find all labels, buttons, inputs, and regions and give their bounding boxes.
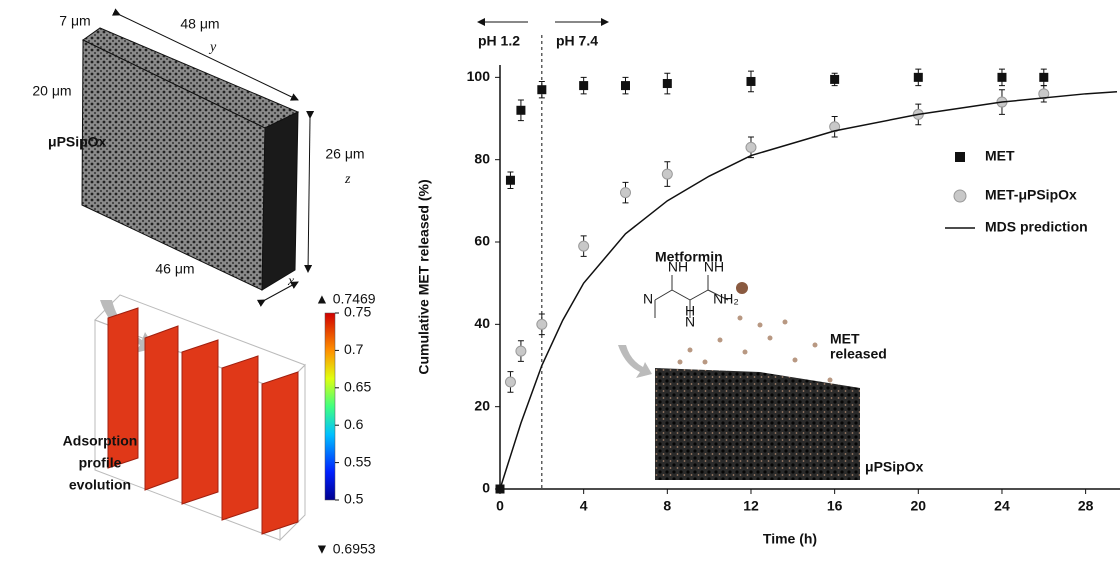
legend-key bbox=[953, 189, 967, 203]
colorbar bbox=[324, 312, 336, 501]
x-tick-label: 20 bbox=[911, 498, 927, 514]
inset-image bbox=[618, 275, 860, 480]
inset-material: μPSipOx bbox=[865, 459, 924, 475]
curve bbox=[499, 91, 1118, 490]
x-tick-label: 28 bbox=[1078, 498, 1094, 514]
dimension-label: 20 μm bbox=[32, 83, 71, 99]
marker bbox=[536, 318, 548, 330]
x-tick-label: 24 bbox=[994, 498, 1010, 514]
dimension-label: 46 μm bbox=[155, 261, 194, 277]
legend-label: MET bbox=[985, 148, 1015, 164]
axis-letter: x bbox=[287, 274, 295, 289]
caption: profile bbox=[79, 455, 122, 471]
released-label: MET bbox=[830, 331, 860, 347]
marker bbox=[913, 72, 923, 82]
molecule-label: NH bbox=[704, 259, 724, 275]
dimension-label: 48 μm bbox=[180, 16, 219, 32]
marker bbox=[579, 81, 589, 91]
marker bbox=[578, 240, 590, 252]
molecule-label: N bbox=[685, 314, 695, 330]
marker bbox=[537, 85, 547, 95]
axis-letter: y bbox=[208, 40, 217, 55]
colorbar-tick-label: 0.7 bbox=[344, 341, 364, 357]
y-tick-label: 80 bbox=[474, 150, 490, 166]
marker bbox=[746, 76, 756, 86]
x-axis-title: Time (h) bbox=[763, 531, 817, 547]
marker bbox=[515, 345, 527, 357]
marker bbox=[1038, 88, 1050, 100]
dimension-label: 7 μm bbox=[59, 13, 90, 29]
marker bbox=[829, 121, 841, 133]
marker bbox=[745, 141, 757, 153]
marker bbox=[661, 168, 673, 180]
dimension-lines bbox=[111, 8, 315, 307]
marker bbox=[505, 175, 515, 185]
colorbar-tick-label: 0.6 bbox=[344, 416, 364, 432]
molecule-label: NH₂ bbox=[713, 291, 739, 307]
dimension-label: 26 μm bbox=[325, 146, 364, 162]
marker bbox=[619, 187, 631, 199]
porous-block bbox=[81, 27, 300, 291]
adsorption-box bbox=[94, 294, 306, 542]
marker bbox=[1039, 72, 1049, 82]
y-tick-label: 40 bbox=[474, 315, 490, 331]
x-tick-label: 8 bbox=[663, 498, 671, 514]
caption: evolution bbox=[69, 477, 131, 493]
y-tick-label: 60 bbox=[474, 233, 490, 249]
material-label: μPSipOx bbox=[48, 134, 107, 150]
marker bbox=[662, 79, 672, 89]
colorbar-min: ▼ 0.6953 bbox=[315, 541, 376, 557]
colorbar-tick-label: 0.75 bbox=[344, 304, 371, 320]
legend-key bbox=[955, 152, 965, 162]
marker bbox=[516, 105, 526, 115]
molecule-label: N bbox=[643, 291, 653, 307]
y-tick-label: 100 bbox=[467, 68, 491, 84]
x-tick-label: 16 bbox=[827, 498, 843, 514]
x-tick-label: 4 bbox=[580, 498, 588, 514]
molecule-label: H bbox=[685, 303, 695, 319]
molecule-label: NH bbox=[668, 259, 688, 275]
released-label: released bbox=[830, 346, 887, 362]
marker bbox=[504, 376, 516, 388]
inset-title: Metformin bbox=[655, 249, 723, 265]
x-tick-label: 12 bbox=[743, 498, 759, 514]
curved-arrow bbox=[100, 300, 155, 353]
y-axis-title: Cumulative MET released (%) bbox=[416, 179, 432, 374]
colorbar-tick-label: 0.5 bbox=[344, 491, 364, 507]
y-tick-label: 0 bbox=[482, 480, 490, 496]
phase-label: pH 1.2 bbox=[478, 33, 520, 49]
colorbar-tick-label: 0.55 bbox=[344, 453, 371, 469]
axis-letter: z bbox=[344, 172, 351, 187]
legend-label: MET-μPSipOx bbox=[985, 187, 1077, 203]
marker bbox=[830, 74, 840, 84]
marker bbox=[997, 72, 1007, 82]
colorbar-max: ▲ 0.7469 bbox=[315, 291, 376, 307]
marker bbox=[620, 81, 630, 91]
y-tick-label: 20 bbox=[474, 397, 490, 413]
colorbar-tick-label: 0.65 bbox=[344, 379, 371, 395]
legend-label: MDS prediction bbox=[985, 219, 1088, 235]
x-tick-label: 0 bbox=[496, 498, 504, 514]
phase-label: pH 7.4 bbox=[556, 33, 598, 49]
caption: Adsorption bbox=[63, 433, 138, 449]
